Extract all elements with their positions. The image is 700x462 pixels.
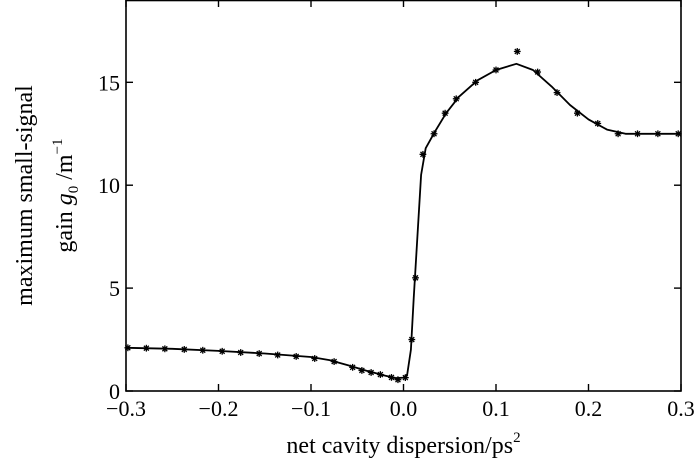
data-point-marker <box>452 95 460 103</box>
y-tick-label: 5 <box>109 276 120 301</box>
data-point-marker <box>124 344 132 352</box>
series-line-group <box>125 62 681 380</box>
data-point-marker <box>358 367 366 374</box>
x-tick-label: −0.1 <box>291 396 331 421</box>
data-point-marker <box>674 130 682 138</box>
data-point-marker <box>634 130 641 138</box>
data-point-marker <box>574 109 581 117</box>
data-point-marker <box>367 369 375 376</box>
y-axis-label-line2: gain g0 /m−1 <box>50 138 82 252</box>
x-tick-label: −0.3 <box>106 396 146 421</box>
fit-curve-line <box>125 62 681 380</box>
data-point-marker <box>180 346 188 353</box>
data-point-marker <box>218 347 226 355</box>
data-point-marker <box>394 376 402 384</box>
x-axis-label-superscript: 2 <box>513 430 521 446</box>
data-point-marker <box>472 78 480 86</box>
data-point-marker <box>161 345 169 353</box>
data-point-marker <box>492 66 500 74</box>
y-tick-label: 10 <box>98 173 120 198</box>
y-tick-label: 0 <box>109 379 120 404</box>
data-point-marker <box>553 89 561 97</box>
series-markers-group <box>124 48 682 384</box>
x-tick-label: 0.1 <box>482 396 510 421</box>
data-point-marker <box>594 120 602 127</box>
data-point-marker <box>388 374 395 381</box>
data-point-marker <box>441 109 449 117</box>
data-point-marker <box>614 130 622 138</box>
x-tick-label: −0.2 <box>199 396 239 421</box>
data-point-marker <box>513 48 521 55</box>
data-point-marker <box>412 274 419 282</box>
data-point-marker <box>311 355 319 362</box>
data-point-marker <box>401 374 409 382</box>
data-point-marker <box>376 371 384 378</box>
data-point-marker <box>408 336 416 343</box>
data-point-marker <box>199 346 207 354</box>
plot-area-border <box>125 0 682 392</box>
x-tick-label: 0.2 <box>575 396 603 421</box>
data-point-marker <box>255 350 263 357</box>
y-axis-label: maximum small-signal gain g0 /m−1 <box>12 85 82 306</box>
y-axis-label-line1: maximum small-signal <box>12 85 38 306</box>
y-tick-label: 15 <box>98 70 120 95</box>
data-point-marker <box>142 344 150 352</box>
data-point-marker <box>534 68 542 76</box>
data-point-marker <box>330 358 338 365</box>
data-point-marker <box>654 130 662 138</box>
x-tick-label: 0.3 <box>667 396 695 421</box>
data-point-marker <box>430 130 438 138</box>
data-point-marker <box>349 363 357 371</box>
data-point-marker <box>292 353 300 360</box>
x-axis-ticks: −0.3 −0.2 −0.1 0.0 0.1 0.2 0.3 <box>106 0 695 421</box>
y-axis-ticks: 0 5 10 15 <box>98 70 681 404</box>
data-point-marker <box>419 150 427 158</box>
data-point-marker <box>237 349 245 356</box>
data-point-marker <box>274 351 282 359</box>
plot-frame <box>125 0 682 392</box>
x-axis-label: net cavity dispersion/ps2 <box>286 430 520 459</box>
x-tick-label: 0.0 <box>390 396 418 421</box>
